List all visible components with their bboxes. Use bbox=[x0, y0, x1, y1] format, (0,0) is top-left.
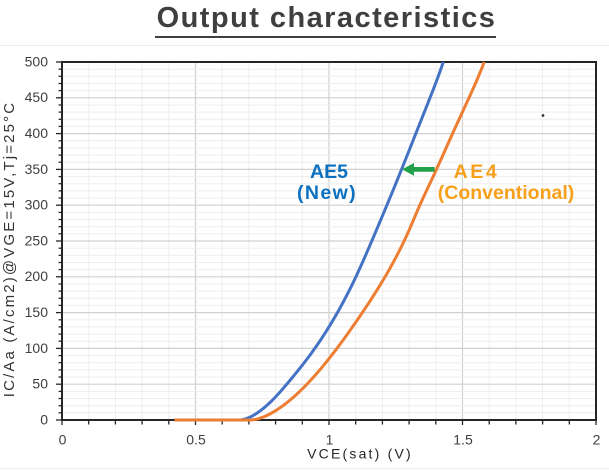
svg-text:(New): (New) bbox=[297, 182, 357, 204]
svg-text:300: 300 bbox=[25, 197, 49, 213]
svg-text:0.5: 0.5 bbox=[186, 432, 206, 448]
svg-text:0: 0 bbox=[40, 411, 48, 427]
svg-text:2: 2 bbox=[593, 432, 601, 448]
svg-text:200: 200 bbox=[25, 268, 49, 284]
svg-text:0: 0 bbox=[59, 432, 67, 448]
svg-text:(Conventional): (Conventional) bbox=[438, 182, 575, 204]
svg-text:AE5: AE5 bbox=[310, 161, 348, 183]
svg-text:250: 250 bbox=[25, 232, 49, 248]
svg-text:400: 400 bbox=[25, 125, 49, 141]
svg-text:150: 150 bbox=[25, 304, 49, 320]
svg-text:100: 100 bbox=[25, 340, 49, 356]
svg-text:1.5: 1.5 bbox=[453, 432, 473, 448]
svg-text:350: 350 bbox=[25, 161, 49, 177]
svg-text:IC/Aa (A/cm2)@VGE=15V,Tj=25°C: IC/Aa (A/cm2)@VGE=15V,Tj=25°C bbox=[1, 101, 18, 397]
svg-text:450: 450 bbox=[25, 89, 49, 105]
svg-text:500: 500 bbox=[25, 53, 49, 69]
svg-text:VCE(sat) (V): VCE(sat) (V) bbox=[307, 445, 413, 461]
svg-text:50: 50 bbox=[32, 376, 48, 392]
svg-text:AE4: AE4 bbox=[454, 161, 500, 183]
svg-text:1: 1 bbox=[326, 432, 334, 448]
